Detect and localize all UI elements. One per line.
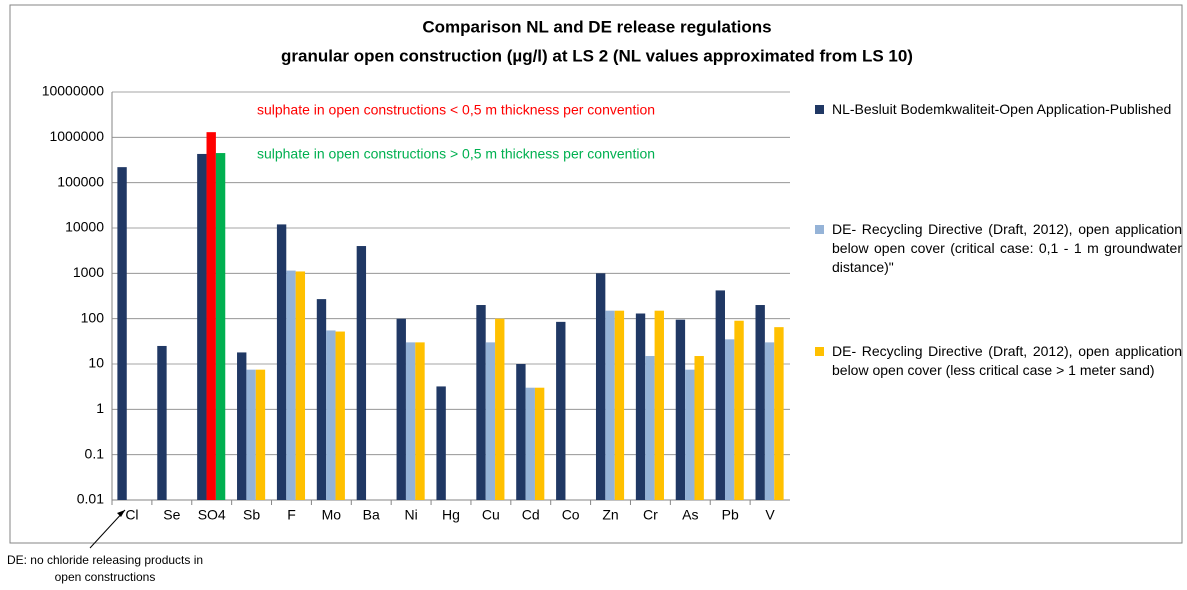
- x-tick-label: Se: [163, 507, 180, 523]
- bar: [724, 339, 735, 500]
- y-tick-label: 1000: [73, 264, 104, 280]
- bar: [316, 299, 327, 500]
- y-tick-label: 0.01: [77, 491, 104, 507]
- bar: [614, 310, 625, 500]
- annotation-arrow: [89, 509, 126, 549]
- x-tick-label: Co: [562, 507, 580, 523]
- x-tick-label: Cr: [643, 507, 658, 523]
- bar: [157, 345, 167, 500]
- bar: [685, 369, 695, 500]
- legend-label: DE- Recycling Directive (Draft, 2012), o…: [832, 221, 1182, 275]
- bar: [405, 342, 416, 500]
- x-tick-label: V: [765, 507, 775, 523]
- annotation: sulphate in open constructions > 0,5 m t…: [257, 146, 655, 162]
- bar: [654, 310, 664, 500]
- x-tick-label: F: [287, 507, 296, 523]
- y-tick-label: 10000000: [42, 83, 105, 99]
- bar: [485, 342, 496, 500]
- chart-title: Comparison NL and DE release regulations: [422, 17, 771, 36]
- legend-marker: [815, 105, 824, 114]
- bar: [396, 318, 406, 500]
- bar: [246, 369, 256, 500]
- bar: [734, 320, 744, 500]
- y-tick-label: 100000: [57, 173, 104, 189]
- bar: [415, 342, 425, 500]
- bar: [356, 246, 367, 500]
- bar: [534, 387, 545, 500]
- bar: [556, 321, 566, 500]
- bar: [436, 386, 446, 500]
- y-tick-label: 1000000: [49, 128, 104, 144]
- legend-label: DE- Recycling Directive (Draft, 2012), o…: [832, 343, 1182, 378]
- annotation: sulphate in open constructions < 0,5 m t…: [257, 102, 655, 118]
- bar: [295, 271, 306, 500]
- x-tick-label: Cd: [522, 507, 540, 523]
- x-tick-label: Ba: [363, 507, 380, 523]
- bar: [595, 273, 606, 500]
- bar: [645, 356, 655, 500]
- legend-marker: [815, 225, 824, 234]
- y-tick-label: 100: [81, 309, 105, 325]
- bar: [495, 318, 505, 500]
- bar: [675, 319, 686, 500]
- bar: [255, 369, 266, 500]
- bar: [206, 132, 216, 500]
- bar: [715, 290, 725, 500]
- x-tick-label: Ni: [405, 507, 418, 523]
- x-tick-label: Hg: [442, 507, 460, 523]
- legend-label: NL-Besluit Bodemkwaliteit-Open Applicati…: [832, 101, 1172, 117]
- bar: [476, 305, 486, 500]
- bar: [635, 313, 646, 500]
- legend-marker: [815, 347, 824, 356]
- bar: [605, 310, 615, 500]
- bar: [516, 364, 526, 500]
- bar: [764, 342, 775, 500]
- bar: [215, 153, 226, 500]
- bar: [694, 356, 704, 500]
- y-tick-label: 0.1: [85, 445, 105, 461]
- bar: [237, 352, 247, 500]
- x-tick-label: As: [682, 507, 698, 523]
- bar: [326, 330, 336, 500]
- x-tick-label: Sb: [243, 507, 260, 523]
- chart-subtitle: granular open construction (µg/l) at LS …: [281, 46, 913, 65]
- x-tick-label: Pb: [722, 507, 739, 523]
- x-tick-label: Zn: [602, 507, 618, 523]
- bar: [335, 331, 345, 500]
- y-tick-label: 1: [96, 400, 104, 416]
- bar: [525, 387, 535, 500]
- x-tick-label: Cl: [125, 507, 138, 523]
- bar: [276, 224, 287, 500]
- bar: [117, 167, 127, 501]
- annotation: DE: no chloride releasing products in op…: [6, 553, 204, 584]
- y-tick-label: 10000: [65, 219, 104, 235]
- bar: [197, 153, 207, 500]
- x-tick-label: SO4: [198, 507, 226, 523]
- y-tick-label: 10: [88, 355, 104, 371]
- x-tick-label: Cu: [482, 507, 500, 523]
- bar: [286, 270, 296, 500]
- chart-border: [9, 4, 1183, 544]
- bar: [774, 327, 784, 500]
- bar: [755, 305, 765, 500]
- arrow-head: [117, 510, 125, 517]
- x-tick-label: Mo: [322, 507, 342, 523]
